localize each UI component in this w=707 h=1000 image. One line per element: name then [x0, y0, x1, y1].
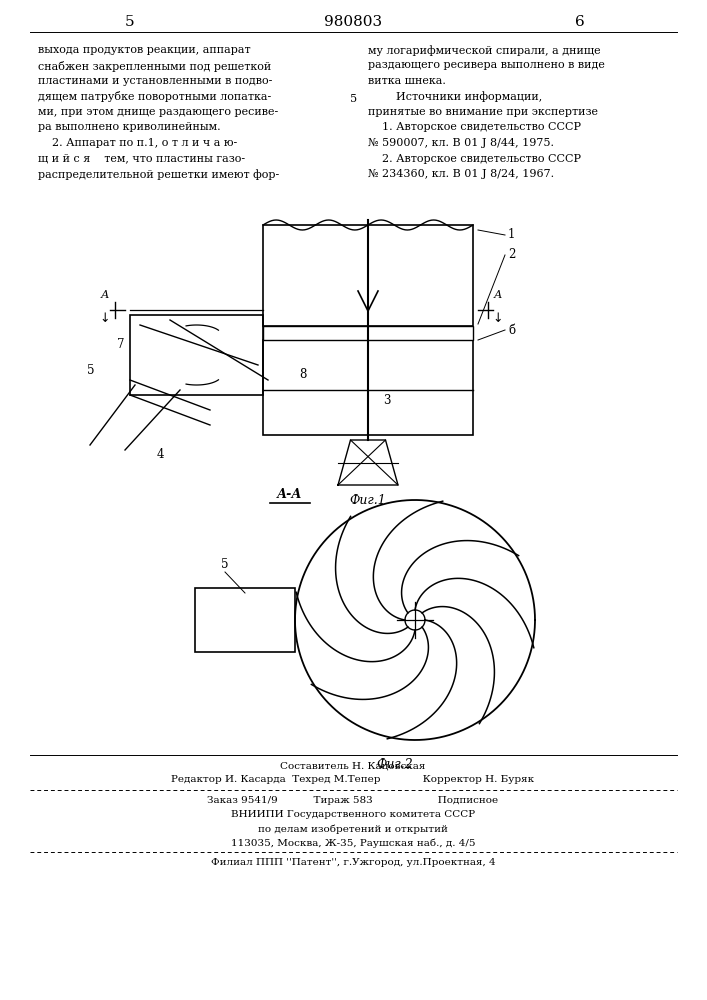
Bar [195, 588, 295, 652]
Text: выхода продуктов реакции, аппарат: выхода продуктов реакции, аппарат [38, 45, 250, 55]
Bar [453, 326, 458, 340]
Bar [343, 326, 348, 340]
Bar [130, 315, 263, 395]
Bar [463, 326, 468, 340]
Text: ↓: ↓ [100, 312, 110, 324]
Text: 2. Аппарат по п.1, о т л и ч а ю-: 2. Аппарат по п.1, о т л и ч а ю- [38, 138, 238, 148]
Text: 3: 3 [383, 393, 390, 406]
Text: А-А: А-А [277, 488, 303, 502]
Text: ра выполнено криволинейным.: ра выполнено криволинейным. [38, 122, 221, 132]
Text: № 234360, кл. В 01 J 8/24, 1967.: № 234360, кл. В 01 J 8/24, 1967. [368, 169, 554, 179]
Bar [443, 326, 448, 340]
Bar [353, 326, 358, 340]
Text: 1: 1 [508, 229, 515, 241]
Text: Редактор И. Касарда  Техред М.Тепер             Корректор Н. Буряк: Редактор И. Касарда Техред М.Тепер Корре… [171, 775, 534, 784]
Bar [313, 326, 318, 340]
Bar [413, 326, 418, 340]
Text: 5: 5 [221, 558, 229, 572]
Bar [273, 326, 278, 340]
Text: раздающего ресивера выполнено в виде: раздающего ресивера выполнено в виде [368, 60, 605, 70]
Text: 5: 5 [351, 94, 358, 104]
Bar [323, 326, 328, 340]
Text: принятые во внимание при экспертизе: принятые во внимание при экспертизе [368, 107, 598, 117]
Text: дящем патрубке поворотными лопатка-: дящем патрубке поворотными лопатка- [38, 92, 271, 103]
Bar [303, 326, 308, 340]
Bar [263, 340, 473, 435]
Text: 2. Авторское свидетельство СССР: 2. Авторское свидетельство СССР [368, 153, 581, 163]
Bar [423, 326, 428, 340]
Text: 113035, Москва, Ж-35, Раушская наб., д. 4/5: 113035, Москва, Ж-35, Раушская наб., д. … [230, 838, 475, 848]
Text: пластинами и установленными в подво-: пластинами и установленными в подво- [38, 76, 272, 86]
Bar [263, 326, 268, 340]
Text: б: б [508, 324, 515, 336]
Bar [373, 326, 378, 340]
Text: снабжен закрепленными под решеткой: снабжен закрепленными под решеткой [38, 60, 271, 72]
Text: 2: 2 [508, 248, 515, 261]
Text: Фиг.1: Фиг.1 [350, 493, 386, 506]
Bar [293, 326, 298, 340]
Text: 8: 8 [299, 368, 307, 381]
Bar [403, 326, 408, 340]
Text: 6: 6 [575, 15, 585, 29]
Text: Составитель Н. Кацовская: Составитель Н. Кацовская [280, 761, 426, 770]
Text: Заказ 9541/9           Тираж 583                    Подписное: Заказ 9541/9 Тираж 583 Подписное [207, 796, 498, 805]
Text: Филиал ППП ''Патент'', г.Ужгород, ул.Проектная, 4: Филиал ППП ''Патент'', г.Ужгород, ул.Про… [211, 858, 496, 867]
Text: по делам изобретений и открытий: по делам изобретений и открытий [258, 824, 448, 834]
Bar [433, 326, 438, 340]
Bar [363, 326, 368, 340]
Text: му логарифмической спирали, а днище: му логарифмической спирали, а днище [368, 45, 601, 56]
Text: ВНИИПИ Государственного комитета СССР: ВНИИПИ Государственного комитета СССР [231, 810, 475, 819]
Bar [393, 326, 398, 340]
Text: 7: 7 [117, 338, 125, 352]
Text: Фиг.2: Фиг.2 [377, 758, 414, 772]
Text: 980803: 980803 [324, 15, 382, 29]
Text: ↓: ↓ [493, 312, 503, 324]
Bar [283, 326, 288, 340]
Bar [333, 326, 338, 340]
Text: щ и й с я    тем, что пластины газо-: щ и й с я тем, что пластины газо- [38, 153, 245, 163]
Text: 5: 5 [125, 15, 135, 29]
Text: № 590007, кл. В 01 J 8/44, 1975.: № 590007, кл. В 01 J 8/44, 1975. [368, 138, 554, 148]
Text: А: А [101, 290, 109, 300]
Text: распределительной решетки имеют фор-: распределительной решетки имеют фор- [38, 169, 279, 180]
Text: 1. Авторское свидетельство СССР: 1. Авторское свидетельство СССР [368, 122, 581, 132]
Bar [263, 326, 473, 340]
Text: ми, при этом днище раздающего ресиве-: ми, при этом днище раздающего ресиве- [38, 107, 279, 117]
Text: А: А [493, 290, 502, 300]
Bar [263, 225, 473, 326]
Text: витка шнека.: витка шнека. [368, 76, 446, 86]
Text: 5: 5 [88, 364, 95, 377]
Bar [383, 326, 388, 340]
Text: Источники информации,: Источники информации, [368, 92, 542, 102]
Text: 4: 4 [156, 448, 164, 462]
